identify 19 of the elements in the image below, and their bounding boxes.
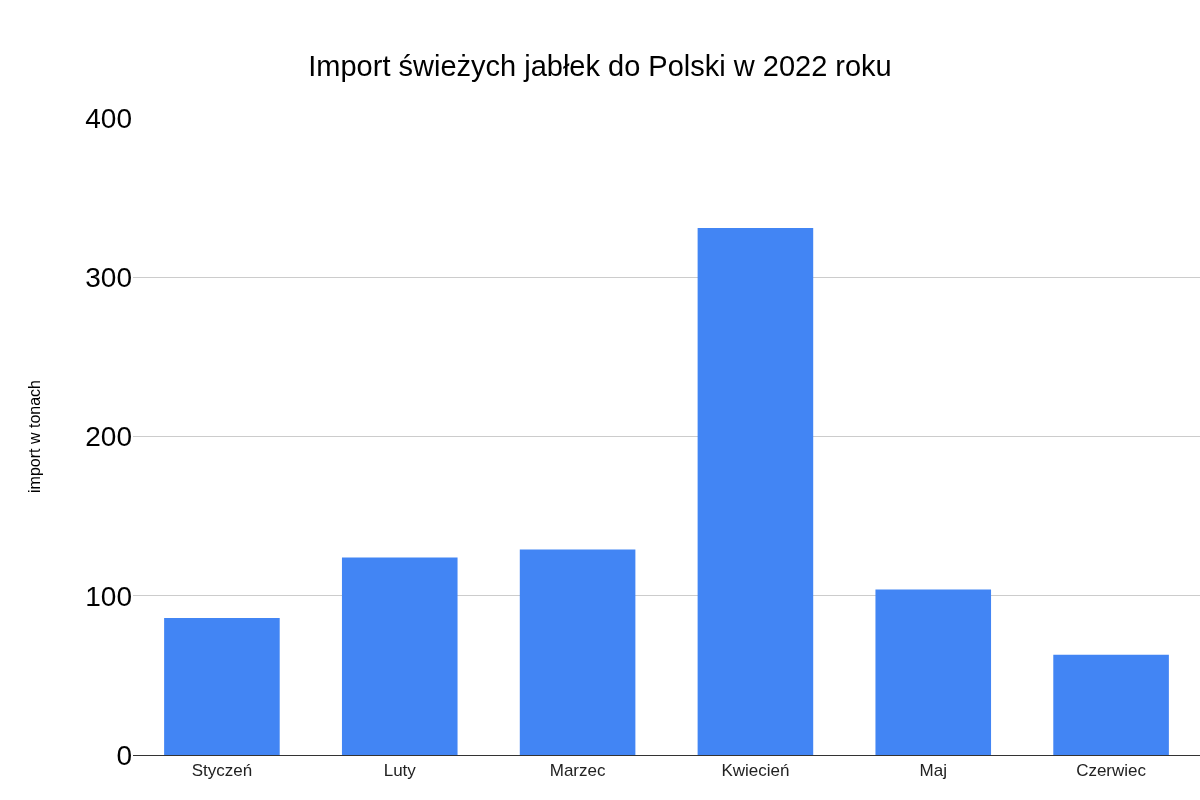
x-tick-label: Czerwiec [1076,761,1147,781]
bar [164,618,280,755]
y-tick-label: 400 [85,102,132,134]
bar [697,227,814,755]
y-axis-title: import w tonach [26,380,44,493]
y-tick-label: 0 [116,739,132,771]
x-tick-label: Marzec [549,761,606,781]
chart-title: Import świeżych jabłek do Polski w 2022 roku [308,50,892,83]
y-tick-label: 200 [85,421,132,453]
y-tick-label: 300 [85,262,132,294]
bar [519,549,636,755]
bar [1053,654,1169,755]
x-tick-label: Luty [383,761,417,781]
bar [875,589,992,755]
x-tick-label: Maj [919,761,947,781]
x-tick-label: Kwiecień [721,761,790,781]
bar [341,557,458,755]
x-tick-label: Styczeń [191,761,253,781]
y-tick-label: 100 [85,580,132,612]
